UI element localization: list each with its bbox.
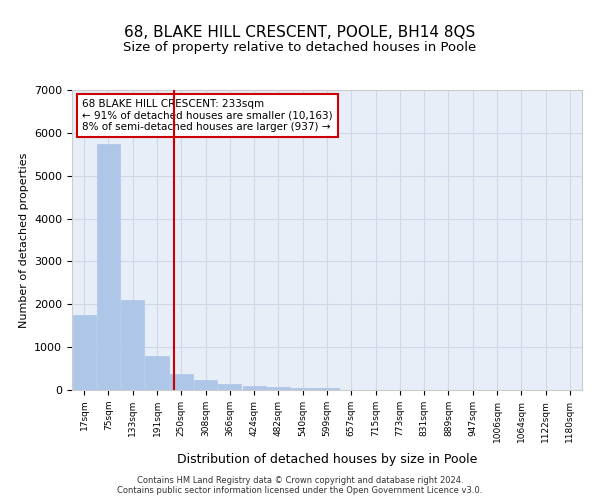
- Text: 68 BLAKE HILL CRESCENT: 233sqm
← 91% of detached houses are smaller (10,163)
8% : 68 BLAKE HILL CRESCENT: 233sqm ← 91% of …: [82, 99, 333, 132]
- Bar: [316, 388, 338, 390]
- Bar: [170, 374, 193, 390]
- Text: 68, BLAKE HILL CRESCENT, POOLE, BH14 8QS: 68, BLAKE HILL CRESCENT, POOLE, BH14 8QS: [124, 25, 476, 40]
- Text: Contains HM Land Registry data © Crown copyright and database right 2024.
Contai: Contains HM Land Registry data © Crown c…: [118, 476, 482, 495]
- Bar: [145, 356, 169, 390]
- Bar: [97, 144, 120, 390]
- Y-axis label: Number of detached properties: Number of detached properties: [19, 152, 29, 328]
- Bar: [291, 388, 314, 390]
- Text: Size of property relative to detached houses in Poole: Size of property relative to detached ho…: [124, 41, 476, 54]
- Bar: [267, 387, 290, 390]
- Bar: [121, 300, 144, 390]
- Bar: [242, 386, 266, 390]
- X-axis label: Distribution of detached houses by size in Poole: Distribution of detached houses by size …: [177, 453, 477, 466]
- Bar: [194, 380, 217, 390]
- Bar: [218, 384, 241, 390]
- Bar: [73, 315, 95, 390]
